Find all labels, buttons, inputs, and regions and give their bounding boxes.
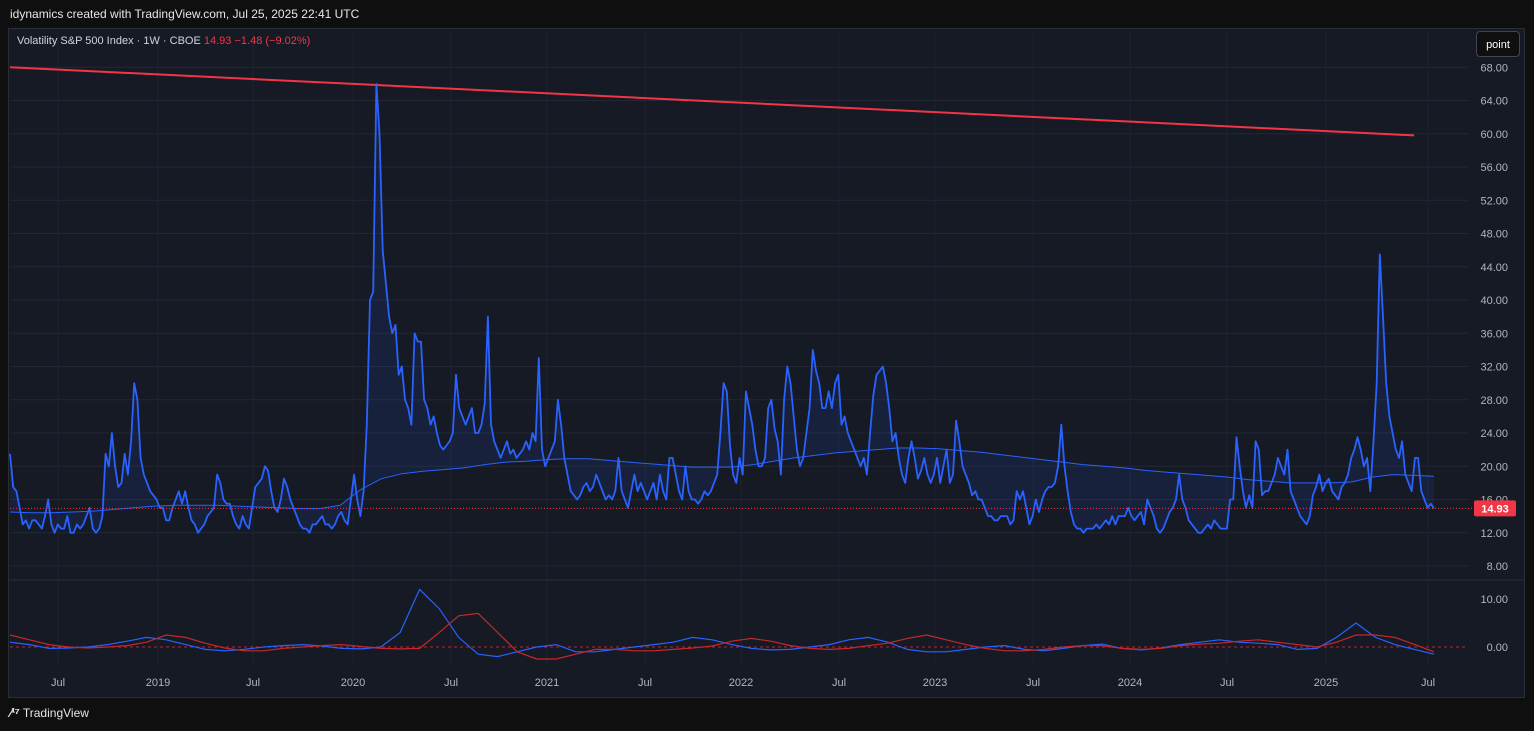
y-tick-label: 52.00: [1480, 195, 1508, 207]
y-tick-label: 56.00: [1480, 162, 1508, 174]
last-price-badge-text: 14.93: [1481, 503, 1509, 515]
last-price: 14.93: [203, 35, 232, 47]
x-tick-label: Jul: [444, 677, 458, 689]
trendline: [9, 66, 1415, 137]
oscillator-blue-line: [9, 588, 1435, 658]
y-tick-label: 28.00: [1480, 395, 1508, 407]
y-tick-label: 12.00: [1480, 528, 1508, 540]
x-tick-label: Jul: [638, 677, 652, 689]
y-tick-label: 20.00: [1480, 461, 1508, 473]
oscillator-tick-label: 0.00: [1487, 642, 1508, 654]
tradingview-logo-icon: ⁄¹⁷: [10, 705, 20, 720]
x-tick-label: 2023: [923, 677, 947, 689]
y-tick-label: 40.00: [1480, 295, 1508, 307]
x-tick-label: 2022: [729, 677, 753, 689]
y-tick-label: 44.00: [1480, 262, 1508, 274]
y-tick-label: 48.00: [1480, 229, 1508, 241]
x-tick-label: 2020: [341, 677, 365, 689]
x-tick-label: Jul: [1026, 677, 1040, 689]
x-tick-label: Jul: [51, 677, 65, 689]
top-bar: idynamics created with TradingView.com, …: [0, 0, 1534, 28]
y-tick-label: 64.00: [1480, 96, 1508, 108]
oscillator-red-line: [9, 612, 1435, 660]
x-tick-label: Jul: [1421, 677, 1435, 689]
footer-brand[interactable]: ⁄¹⁷ TradingView: [10, 705, 89, 720]
y-tick-label: 32.00: [1480, 362, 1508, 374]
moving-average-line: [9, 447, 1435, 514]
oscillator-tick-label: 10.00: [1480, 594, 1508, 606]
x-tick-label: 2025: [1314, 677, 1338, 689]
attribution-text: idynamics created with TradingView.com, …: [10, 7, 360, 21]
y-tick-label: 60.00: [1480, 129, 1508, 141]
brand-name: TradingView: [22, 705, 89, 720]
last-price-badge: [1474, 500, 1516, 517]
y-tick-label: 8.00: [1487, 561, 1508, 573]
y-tick-label: 36.00: [1480, 328, 1508, 340]
vix-line: [9, 83, 1435, 534]
x-tick-label: 2024: [1118, 677, 1142, 689]
chart-pane[interactable]: [8, 28, 1525, 698]
y-tick-label: 24.00: [1480, 428, 1508, 440]
x-tick-label: Jul: [1220, 677, 1234, 689]
y-tick-label: 68.00: [1480, 62, 1508, 74]
point-mode-button[interactable]: point: [1476, 31, 1520, 57]
symbol-legend[interactable]: Volatility S&P 500 Index · 1W · CBOE 14.…: [17, 35, 310, 47]
x-tick-label: Jul: [832, 677, 846, 689]
price-change: −1.48 (−9.02%): [234, 35, 311, 47]
series-fill: [10, 83, 1434, 533]
symbol-text: Volatility S&P 500 Index · 1W · CBOE: [17, 35, 201, 47]
x-tick-label: 2021: [535, 677, 559, 689]
x-tick-label: Jul: [246, 677, 260, 689]
x-tick-label: 2019: [146, 677, 170, 689]
